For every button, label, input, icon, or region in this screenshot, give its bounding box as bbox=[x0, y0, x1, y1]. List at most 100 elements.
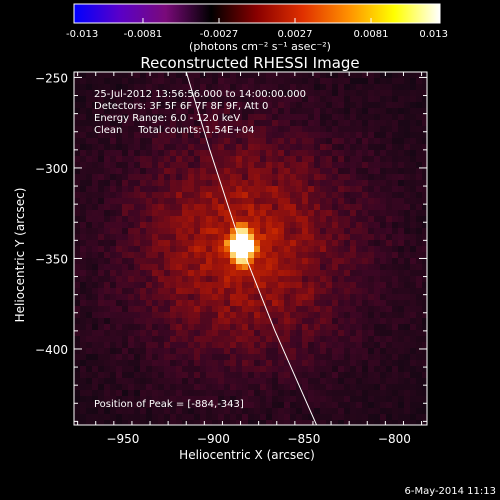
heatmap-cell bbox=[374, 396, 381, 403]
heatmap-cell bbox=[308, 186, 315, 193]
heatmap-cell bbox=[218, 102, 225, 109]
heatmap-cell bbox=[116, 192, 123, 199]
heatmap-cell bbox=[224, 288, 231, 295]
heatmap-cell bbox=[380, 384, 387, 391]
heatmap-cell bbox=[308, 264, 315, 271]
heatmap-cell bbox=[272, 72, 279, 79]
heatmap-cell bbox=[404, 96, 411, 103]
heatmap-cell bbox=[314, 234, 321, 241]
heatmap-cell bbox=[86, 246, 93, 253]
heatmap-cell bbox=[338, 120, 345, 127]
heatmap-cell bbox=[110, 192, 117, 199]
heatmap-cell bbox=[98, 96, 105, 103]
heatmap-cell bbox=[374, 126, 381, 133]
heatmap-cell bbox=[176, 114, 183, 121]
heatmap-cell bbox=[356, 282, 363, 289]
heatmap-cell bbox=[86, 360, 93, 367]
heatmap-cell bbox=[260, 294, 267, 301]
heatmap-cell bbox=[392, 282, 399, 289]
heatmap-cell bbox=[242, 162, 249, 169]
heatmap-cell bbox=[182, 144, 189, 151]
colorbar-tick-label: 0.0081 bbox=[354, 29, 389, 40]
heatmap-cell bbox=[110, 264, 117, 271]
heatmap-cell bbox=[338, 150, 345, 157]
heatmap-cell bbox=[392, 396, 399, 403]
heatmap-cell bbox=[230, 318, 237, 325]
heatmap-cell bbox=[188, 252, 195, 259]
heatmap-cell bbox=[200, 108, 207, 115]
heatmap-cell bbox=[344, 84, 351, 91]
heatmap-cell bbox=[272, 294, 279, 301]
heatmap-cell bbox=[338, 240, 345, 247]
heatmap-cell bbox=[242, 396, 249, 403]
heatmap-cell bbox=[266, 270, 273, 277]
colorbar bbox=[73, 3, 441, 24]
heatmap-cell bbox=[332, 120, 339, 127]
heatmap-cell bbox=[230, 360, 237, 367]
heatmap-cell bbox=[332, 414, 339, 421]
heatmap-cell bbox=[206, 420, 213, 425]
heatmap-cell bbox=[374, 324, 381, 331]
heatmap-cell bbox=[86, 372, 93, 379]
heatmap-cell bbox=[188, 186, 195, 193]
heatmap-cell bbox=[344, 402, 351, 409]
heatmap-cell bbox=[416, 306, 423, 313]
heatmap-cell bbox=[242, 138, 249, 145]
heatmap-cell bbox=[134, 282, 141, 289]
heatmap-cell bbox=[128, 246, 135, 253]
heatmap-cell bbox=[74, 390, 81, 397]
heatmap-cell bbox=[236, 408, 243, 415]
heatmap-cell bbox=[398, 90, 405, 97]
heatmap-cell bbox=[86, 162, 93, 169]
heatmap-cell bbox=[110, 402, 117, 409]
heatmap-cell bbox=[188, 288, 195, 295]
heatmap-cell bbox=[380, 204, 387, 211]
heatmap-cell bbox=[116, 78, 123, 85]
heatmap-cell bbox=[224, 342, 231, 349]
heatmap-cell bbox=[332, 96, 339, 103]
heatmap-cell bbox=[104, 372, 111, 379]
heatmap-cell bbox=[290, 156, 297, 163]
heatmap-cell bbox=[140, 318, 147, 325]
heatmap-cell bbox=[164, 132, 171, 139]
heatmap-cell bbox=[278, 72, 285, 79]
heatmap-cell bbox=[80, 324, 87, 331]
heatmap-cell bbox=[356, 162, 363, 169]
heatmap-cell bbox=[254, 174, 261, 181]
heatmap-cell bbox=[404, 216, 411, 223]
heatmap-cell bbox=[194, 258, 201, 265]
heatmap-cell bbox=[344, 420, 351, 425]
heatmap-cell bbox=[224, 360, 231, 367]
heatmap-cell bbox=[302, 282, 309, 289]
heatmap-cell bbox=[410, 306, 417, 313]
heatmap-cell bbox=[416, 396, 423, 403]
heatmap-cell bbox=[248, 198, 255, 205]
heatmap-cell bbox=[110, 114, 117, 121]
heatmap-cell bbox=[92, 192, 99, 199]
heatmap-cell bbox=[266, 210, 273, 217]
heatmap-cell bbox=[326, 258, 333, 265]
heatmap-cell bbox=[350, 198, 357, 205]
heatmap-cell bbox=[116, 228, 123, 235]
heatmap-cell bbox=[122, 306, 129, 313]
heatmap-cell bbox=[116, 180, 123, 187]
heatmap-cell bbox=[158, 108, 165, 115]
heatmap-cell bbox=[128, 222, 135, 229]
heatmap-cell bbox=[110, 144, 117, 151]
heatmap-cell bbox=[194, 282, 201, 289]
heatmap-cell bbox=[320, 84, 327, 91]
heatmap-cell bbox=[152, 378, 159, 385]
heatmap-cell bbox=[296, 348, 303, 355]
heatmap-cell bbox=[212, 84, 219, 91]
heatmap-cell bbox=[194, 78, 201, 85]
heatmap-cell bbox=[104, 312, 111, 319]
heatmap-cell bbox=[176, 108, 183, 115]
heatmap-cell bbox=[278, 156, 285, 163]
heatmap-cell bbox=[98, 294, 105, 301]
heatmap-cell bbox=[200, 216, 207, 223]
heatmap-cell bbox=[332, 336, 339, 343]
heatmap-cell bbox=[158, 348, 165, 355]
heatmap-cell bbox=[356, 246, 363, 253]
heatmap-cell bbox=[212, 156, 219, 163]
heatmap-cell bbox=[236, 390, 243, 397]
